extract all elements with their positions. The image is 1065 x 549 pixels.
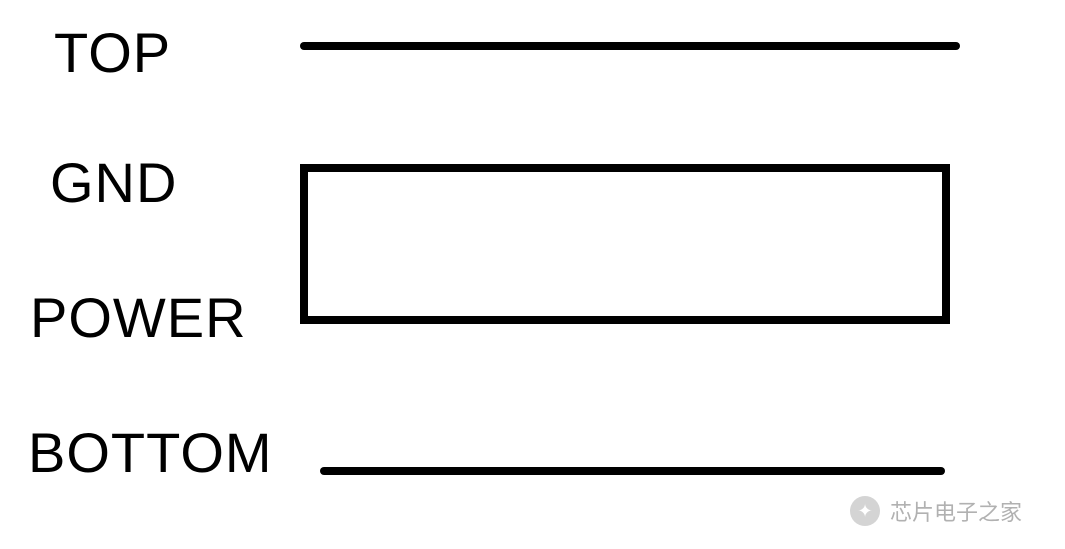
layer-bottom-label: BOTTOM	[28, 420, 273, 485]
layer-top-label: TOP	[54, 20, 171, 85]
layer-power-row: POWER	[30, 285, 247, 350]
watermark-text: 芯片电子之家	[890, 495, 1022, 527]
gnd-power-plane-rect	[300, 164, 950, 324]
layer-top-row: TOP	[54, 20, 171, 85]
layer-bottom-line	[320, 467, 945, 475]
watermark: ✦ 芯片电子之家	[850, 495, 1022, 527]
wechat-icon: ✦	[850, 496, 880, 526]
layer-power-label: POWER	[30, 285, 247, 350]
layer-gnd-label: GND	[50, 150, 177, 215]
layer-gnd-row: GND	[50, 150, 177, 215]
layer-bottom-row: BOTTOM	[28, 420, 273, 485]
layer-top-line	[300, 42, 960, 50]
